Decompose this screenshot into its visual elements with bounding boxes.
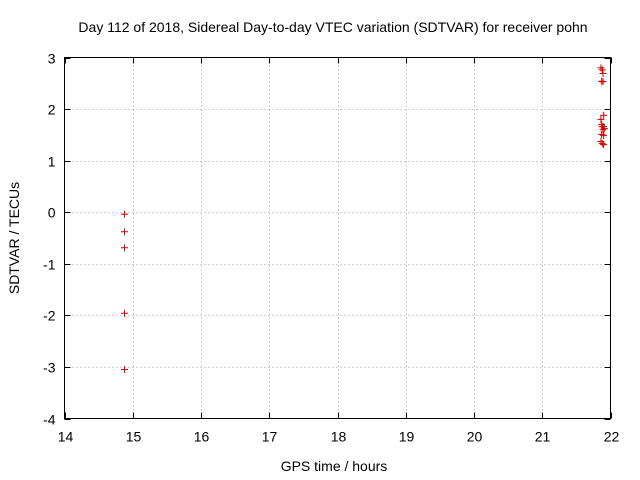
data-point-plus-marker	[598, 140, 606, 148]
y-tick-label: -3	[43, 360, 56, 376]
y-tick-label: -2	[43, 308, 56, 324]
y-tick-label: 1	[48, 154, 56, 170]
data-point-plus-marker	[599, 69, 607, 77]
data-point-plus-marker	[121, 244, 129, 252]
data-point-plus-marker	[598, 77, 606, 85]
data-point-plus-marker	[599, 78, 607, 86]
data-point-plus-marker	[599, 126, 607, 134]
x-tick-label: 22	[604, 429, 620, 445]
x-tick-label: 17	[262, 429, 278, 445]
data-point-plus-marker	[600, 131, 608, 139]
data-points	[121, 64, 608, 374]
y-axis-label: SDTVAR / TECUs	[6, 182, 22, 294]
data-point-plus-marker	[600, 125, 608, 133]
axis-ticks: 14 15 16 17 18 19 20 21 22 -4 -3 -2 -1 0 1 2 3	[43, 51, 619, 445]
x-tick-label: 14	[58, 429, 74, 445]
y-tick-label: 2	[48, 102, 56, 118]
x-tick-label: 21	[535, 429, 551, 445]
y-tick-label: 3	[48, 51, 56, 67]
data-point-plus-marker	[598, 66, 606, 74]
x-tick-label: 16	[194, 429, 210, 445]
data-point-plus-marker	[121, 228, 129, 236]
chart-title: Day 112 of 2018, Sidereal Day-to-day VTE…	[78, 19, 587, 35]
x-tick-label: 18	[331, 429, 347, 445]
x-tick-label: 19	[399, 429, 415, 445]
y-tick-label: -1	[43, 257, 56, 273]
data-point-plus-marker	[600, 141, 608, 149]
x-tick-label: 15	[126, 429, 142, 445]
x-tick-label: 20	[467, 429, 483, 445]
grid	[64, 57, 611, 419]
y-tick-label: -4	[43, 412, 56, 428]
plot-frame	[64, 57, 611, 419]
data-point-plus-marker	[597, 115, 605, 123]
y-tick-label: 0	[48, 205, 56, 221]
data-point-plus-marker	[121, 309, 129, 317]
x-axis-label: GPS time / hours	[281, 458, 388, 474]
data-point-plus-marker	[121, 210, 129, 218]
data-point-plus-marker	[121, 366, 129, 374]
data-point-plus-marker	[600, 111, 608, 119]
